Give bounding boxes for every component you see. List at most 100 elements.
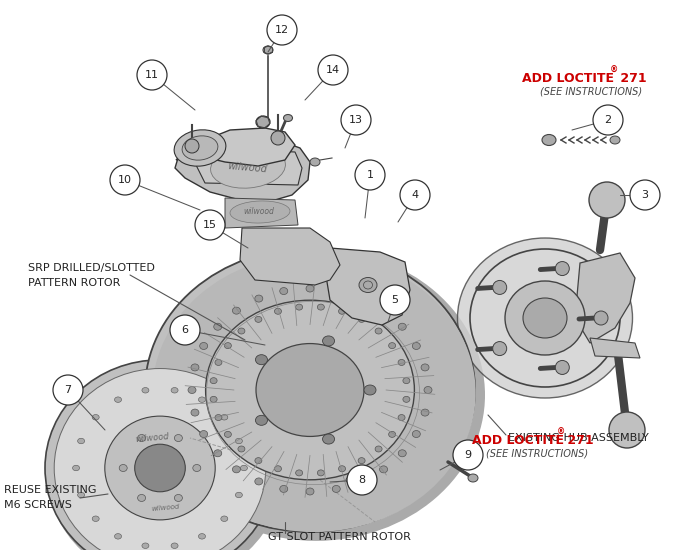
Ellipse shape xyxy=(138,494,146,502)
Ellipse shape xyxy=(424,387,432,393)
Ellipse shape xyxy=(256,344,364,437)
Circle shape xyxy=(555,262,569,276)
Ellipse shape xyxy=(238,446,245,452)
Ellipse shape xyxy=(398,415,405,421)
Circle shape xyxy=(53,375,83,405)
Ellipse shape xyxy=(214,450,222,456)
Circle shape xyxy=(195,210,225,240)
Ellipse shape xyxy=(256,355,267,365)
Circle shape xyxy=(453,440,483,470)
Ellipse shape xyxy=(119,465,127,471)
Circle shape xyxy=(400,180,430,210)
Text: 10: 10 xyxy=(118,175,132,185)
Ellipse shape xyxy=(339,308,346,314)
Text: ADD LOCTITE: ADD LOCTITE xyxy=(522,72,614,85)
Circle shape xyxy=(170,315,200,345)
Ellipse shape xyxy=(323,434,335,444)
Ellipse shape xyxy=(255,316,262,322)
Ellipse shape xyxy=(412,343,420,349)
Ellipse shape xyxy=(398,450,406,456)
Ellipse shape xyxy=(78,438,85,444)
Text: M6 SCREWS: M6 SCREWS xyxy=(4,500,72,510)
Text: 6: 6 xyxy=(181,325,188,335)
Ellipse shape xyxy=(225,431,232,437)
Ellipse shape xyxy=(255,478,262,485)
Ellipse shape xyxy=(379,466,388,473)
Circle shape xyxy=(355,160,385,190)
Ellipse shape xyxy=(363,281,372,289)
Ellipse shape xyxy=(389,431,396,437)
Ellipse shape xyxy=(174,494,183,502)
Ellipse shape xyxy=(210,397,217,403)
Text: 271: 271 xyxy=(563,433,594,447)
Polygon shape xyxy=(225,198,298,228)
Text: 4: 4 xyxy=(412,190,419,200)
Ellipse shape xyxy=(346,477,354,483)
Ellipse shape xyxy=(398,360,405,365)
Text: 5: 5 xyxy=(391,295,398,305)
Ellipse shape xyxy=(174,130,226,166)
Polygon shape xyxy=(325,248,410,325)
Ellipse shape xyxy=(174,434,183,442)
Ellipse shape xyxy=(358,458,365,464)
Ellipse shape xyxy=(358,316,365,322)
Ellipse shape xyxy=(193,465,201,471)
Ellipse shape xyxy=(215,415,222,421)
Text: ADD LOCTITE: ADD LOCTITE xyxy=(472,433,564,447)
Text: wilwood: wilwood xyxy=(244,207,274,217)
Ellipse shape xyxy=(191,409,199,416)
Text: 9: 9 xyxy=(464,450,472,460)
Ellipse shape xyxy=(145,248,475,532)
Text: REUSE EXISTING: REUSE EXISTING xyxy=(4,485,97,495)
Ellipse shape xyxy=(241,465,248,471)
Ellipse shape xyxy=(220,415,228,420)
Ellipse shape xyxy=(284,114,293,122)
Circle shape xyxy=(267,15,297,45)
Polygon shape xyxy=(240,228,340,285)
Ellipse shape xyxy=(403,397,410,403)
Text: PATTERN ROTOR: PATTERN ROTOR xyxy=(28,278,120,288)
Circle shape xyxy=(609,412,645,448)
Ellipse shape xyxy=(191,364,199,371)
Ellipse shape xyxy=(505,281,585,355)
Ellipse shape xyxy=(238,328,245,334)
Text: 271: 271 xyxy=(616,72,647,85)
Ellipse shape xyxy=(232,466,240,473)
Ellipse shape xyxy=(542,135,556,146)
Polygon shape xyxy=(196,148,302,185)
Ellipse shape xyxy=(235,492,242,498)
Polygon shape xyxy=(175,138,310,202)
Ellipse shape xyxy=(263,46,273,54)
Ellipse shape xyxy=(412,431,420,438)
Ellipse shape xyxy=(306,488,314,495)
Circle shape xyxy=(493,342,507,355)
Circle shape xyxy=(593,105,623,135)
Ellipse shape xyxy=(421,409,429,416)
Ellipse shape xyxy=(357,478,365,485)
Ellipse shape xyxy=(134,444,186,492)
Circle shape xyxy=(110,165,140,195)
Text: GT SLOT PATTERN ROTOR: GT SLOT PATTERN ROTOR xyxy=(268,532,411,542)
Ellipse shape xyxy=(147,249,485,541)
Circle shape xyxy=(137,60,167,90)
Ellipse shape xyxy=(142,543,149,548)
Ellipse shape xyxy=(235,438,242,444)
Ellipse shape xyxy=(421,364,429,371)
Text: wilwood: wilwood xyxy=(134,432,169,444)
Ellipse shape xyxy=(92,516,99,521)
Circle shape xyxy=(380,285,410,315)
Ellipse shape xyxy=(232,307,240,314)
Ellipse shape xyxy=(138,434,146,442)
Ellipse shape xyxy=(379,307,388,314)
Text: 7: 7 xyxy=(64,385,71,395)
Text: 2: 2 xyxy=(604,115,612,125)
Ellipse shape xyxy=(295,470,302,476)
Circle shape xyxy=(341,105,371,135)
Ellipse shape xyxy=(375,328,382,334)
Ellipse shape xyxy=(468,474,478,482)
Ellipse shape xyxy=(339,466,346,472)
Text: wilwood: wilwood xyxy=(150,504,179,512)
Circle shape xyxy=(589,182,625,218)
Text: (SEE INSTRUCTIONS): (SEE INSTRUCTIONS) xyxy=(486,449,588,459)
Ellipse shape xyxy=(188,387,196,393)
